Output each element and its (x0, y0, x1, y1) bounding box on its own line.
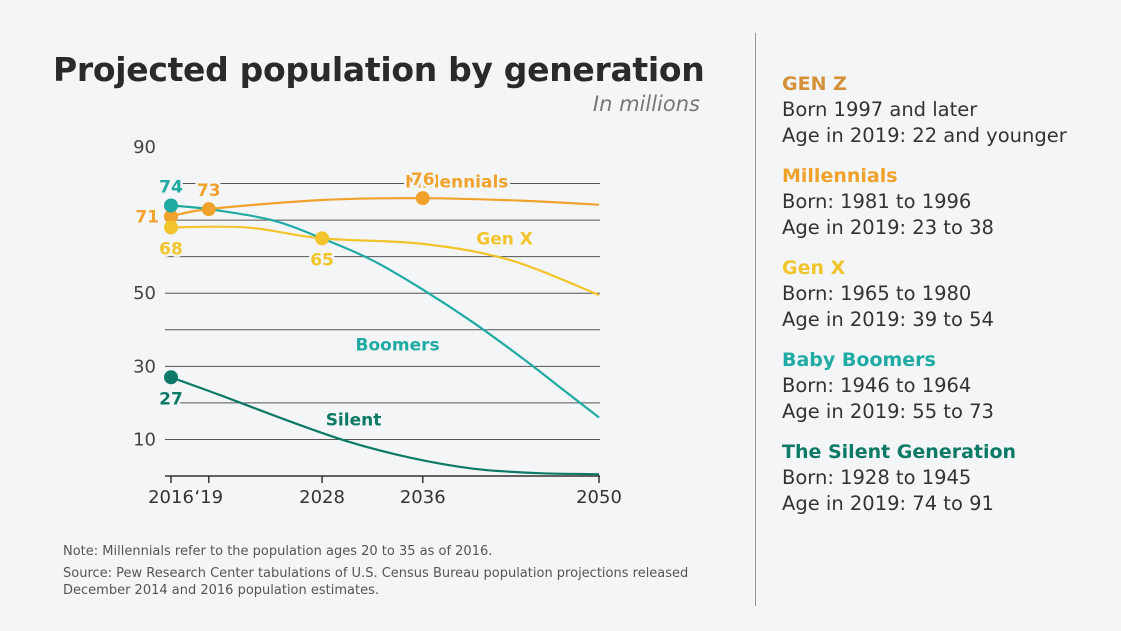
legend-age: Age in 2019: 39 to 54 (782, 308, 994, 331)
legend-boomers: Baby Boomers Born: 1946 to 1964 Age in 2… (782, 347, 1112, 425)
line-chart: 10 30 50 90 2016 ‘19 2028 2036 2050 Millennials Ge… (133, 137, 622, 508)
series-label-boomers: Boomers (356, 335, 440, 355)
legend-born: Born: 1946 to 1964 (782, 374, 972, 397)
legend-name: Millennials (782, 165, 898, 187)
x-tick-label: 2050 (576, 487, 622, 508)
y-tick-label: 90 (133, 137, 156, 158)
series-label-silent: Silent (326, 410, 382, 430)
legend-born: Born: 1965 to 1980 (782, 282, 972, 305)
legend-name: Baby Boomers (782, 349, 936, 371)
data-label-boomers: 74 (159, 177, 183, 197)
legend-born: Born: 1928 to 1945 (782, 466, 972, 489)
legend-gen-x: Gen X Born: 1965 to 1980 Age in 2019: 39… (782, 255, 1112, 333)
legend-born: Born 1997 and later (782, 98, 978, 121)
data-label-millennials: 76 (411, 170, 435, 190)
legend-name: The Silent Generation (782, 441, 1017, 463)
legend-age: Age in 2019: 74 to 91 (782, 492, 994, 515)
legend-age: Age in 2019: 55 to 73 (782, 400, 994, 423)
data-label-genx: 68 (159, 239, 183, 259)
data-label-silent: 27 (159, 389, 183, 409)
generation-legend: GEN Z Born 1997 and later Age in 2019: 2… (782, 71, 1112, 531)
y-tick-label: 30 (133, 356, 156, 377)
divider (755, 33, 756, 606)
note-text: Note: Millennials refer to the populatio… (63, 544, 493, 559)
legend-born: Born: 1981 to 1996 (782, 190, 972, 213)
series-label-millennials: Millennials (405, 173, 508, 193)
x-tick-label: 2016 (148, 487, 194, 508)
chart-notes: Note: Millennials refer to the populatio… (63, 543, 723, 604)
data-point-silent (164, 370, 178, 385)
source-text: Source: Pew Research Center tabulations … (63, 566, 689, 598)
legend-name: Gen X (782, 257, 846, 279)
x-tick-label: ‘19 (194, 487, 223, 508)
data-point-millennials (164, 209, 178, 224)
series-line-genx (170, 225, 600, 297)
chart-subtitle: In millions (592, 92, 700, 116)
series-line-silent (170, 376, 600, 476)
legend-name: GEN Z (782, 73, 847, 95)
data-label-genx: 65 (310, 250, 334, 270)
data-point-genx (164, 220, 178, 235)
x-tick-label: 2028 (299, 487, 345, 508)
legend-silent: The Silent Generation Born: 1928 to 1945… (782, 439, 1112, 517)
data-point-boomers (164, 198, 178, 213)
y-tick-label: 50 (133, 283, 156, 304)
legend-age: Age in 2019: 23 to 38 (782, 216, 994, 239)
data-point-genx (315, 231, 330, 246)
legend-gen-z: GEN Z Born 1997 and later Age in 2019: 2… (782, 71, 1112, 149)
data-point-millennials (415, 191, 430, 206)
y-tick-label: 10 (133, 429, 156, 450)
chart-title: Projected population by generation (53, 50, 705, 89)
data-label-millennials: 73 (197, 181, 221, 201)
x-tick-label: 2036 (400, 487, 446, 508)
legend-millennials: Millennials Born: 1981 to 1996 Age in 20… (782, 163, 1112, 241)
data-point-millennials (201, 202, 216, 217)
legend-age: Age in 2019: 22 and younger (782, 124, 1067, 147)
data-label-millennials: 71 (135, 207, 159, 227)
series-label-genx: Gen X (476, 229, 533, 249)
series-line-boomers (170, 204, 600, 419)
